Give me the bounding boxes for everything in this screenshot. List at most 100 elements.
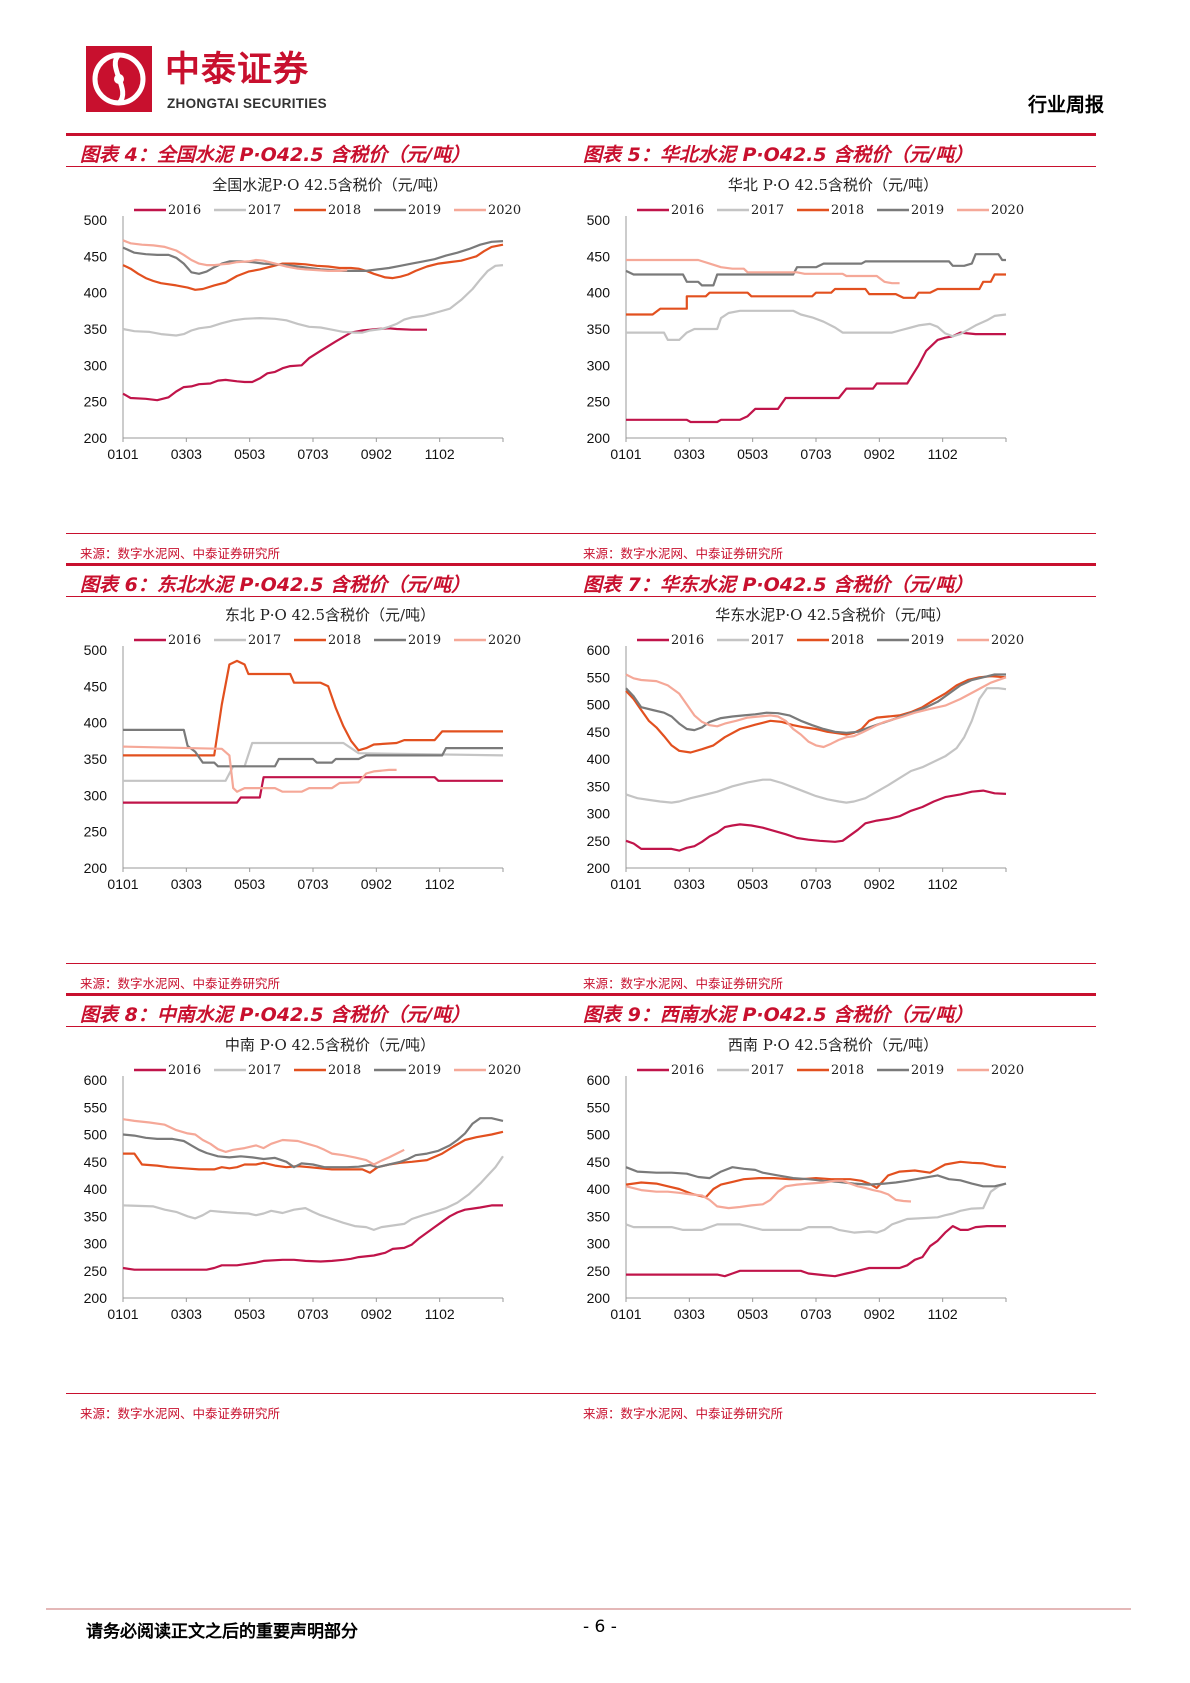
- figure-title: 图表 7：华东水泥 P·O42.5 含税价（元/吨）: [583, 574, 974, 596]
- report-type-label: 行业周报: [1027, 94, 1104, 116]
- y-tick-label: 200: [587, 430, 611, 446]
- x-tick-label: 0303: [171, 1306, 202, 1322]
- y-tick-label: 350: [587, 778, 611, 794]
- figure-source: 来源：数字水泥网、中泰证券研究所: [583, 546, 784, 561]
- y-tick-label: 450: [84, 1154, 108, 1170]
- legend-label-2020: 2020: [991, 633, 1024, 648]
- x-tick-label: 0303: [171, 876, 202, 892]
- figure-9-panel: 图表 9：西南水泥 P·O42.5 含税价（元/吨） 西南 P·O 42.5含税…: [569, 993, 1096, 1421]
- legend-label-2019: 2019: [911, 1063, 944, 1078]
- x-tick-label: 0703: [297, 876, 328, 892]
- legend-label-2019: 2019: [408, 633, 441, 648]
- figure-source: 来源：数字水泥网、中泰证券研究所: [80, 1406, 281, 1421]
- x-tick-label: 0503: [234, 446, 265, 462]
- northeast-price-chart: 东北 P·O 42.5含税价（元/吨） 2016 2017 2018 2019 2020 5…: [84, 606, 521, 892]
- y-tick-label: 300: [84, 1236, 108, 1252]
- legend-label-2017: 2017: [248, 633, 281, 648]
- series-line-2019: [122, 1117, 504, 1169]
- legend-label-2020: 2020: [488, 1063, 521, 1078]
- x-tick-label: 0503: [234, 1306, 265, 1322]
- figure-source: 来源：数字水泥网、中泰证券研究所: [583, 976, 784, 991]
- legend-label-2018: 2018: [831, 633, 864, 648]
- y-tick-label: 250: [587, 1263, 611, 1279]
- y-tick-label: 450: [587, 1154, 611, 1170]
- legend-label-2019: 2019: [911, 633, 944, 648]
- figure-title: 图表 9：西南水泥 P·O42.5 含税价（元/吨）: [583, 1004, 974, 1026]
- legend-label-2018: 2018: [328, 203, 361, 218]
- x-tick-label: 0101: [610, 446, 641, 462]
- series-line-2016: [625, 789, 1007, 852]
- x-tick-label: 0503: [737, 876, 768, 892]
- legend-label-2017: 2017: [248, 1063, 281, 1078]
- x-tick-label: 0703: [297, 1306, 328, 1322]
- series-line-2020: [625, 1179, 912, 1210]
- figure-title-bar: 图表 7：华东水泥 P·O42.5 含税价（元/吨）: [569, 563, 1096, 597]
- figure-title: 图表 4：全国水泥 P·O42.5 含税价（元/吨）: [80, 144, 471, 166]
- x-tick-label: 0902: [361, 446, 392, 462]
- legend-label-2016: 2016: [671, 633, 704, 648]
- y-tick-label: 600: [587, 642, 611, 658]
- series-line-2020: [122, 239, 348, 273]
- y-tick-label: 350: [587, 1208, 611, 1224]
- y-tick-label: 550: [587, 669, 611, 685]
- legend-label-2019: 2019: [911, 203, 944, 218]
- x-tick-label: 0703: [297, 446, 328, 462]
- legend-label-2018: 2018: [328, 1063, 361, 1078]
- legend-label-2016: 2016: [168, 1063, 201, 1078]
- series-line-2016: [626, 1225, 1006, 1278]
- series-line-2017: [122, 264, 504, 337]
- y-tick-label: 400: [587, 285, 611, 301]
- legend-label-2020: 2020: [488, 633, 521, 648]
- series-line-2017: [626, 309, 1007, 341]
- x-tick-label: 0303: [674, 446, 705, 462]
- series-line-2017: [123, 741, 504, 782]
- logo-chinese-name: 中泰证券: [165, 50, 310, 90]
- y-tick-label: 500: [84, 642, 108, 658]
- chart-title: 华东水泥P·O 42.5含税价（元/吨）: [715, 606, 950, 624]
- x-tick-label: 0503: [234, 876, 265, 892]
- y-tick-label: 300: [587, 357, 611, 373]
- series-line-2018: [625, 675, 1007, 754]
- figure-title: 图表 8：中南水泥 P·O42.5 含税价（元/吨）: [80, 1004, 471, 1026]
- y-tick-label: 300: [84, 787, 108, 803]
- series-line-2019: [123, 728, 503, 768]
- figure-source: 来源：数字水泥网、中泰证券研究所: [80, 546, 281, 561]
- legend-label-2020: 2020: [991, 1063, 1024, 1078]
- series-line-2020: [625, 673, 1007, 749]
- figure-source: 来源：数字水泥网、中泰证券研究所: [80, 976, 281, 991]
- legend-label-2019: 2019: [408, 203, 441, 218]
- y-tick-label: 500: [587, 1127, 611, 1143]
- x-tick-label: 0902: [864, 876, 895, 892]
- x-tick-label: 0101: [107, 876, 138, 892]
- series-line-2016: [626, 331, 1006, 424]
- zhongtai-logo-icon: [86, 46, 152, 112]
- x-tick-label: 1102: [928, 1306, 958, 1322]
- y-tick-label: 250: [587, 833, 611, 849]
- x-tick-label: 0902: [361, 876, 392, 892]
- series-line-2019: [625, 673, 1006, 734]
- source-divider: [66, 1393, 593, 1394]
- source-divider: [66, 963, 593, 964]
- series-line-2020: [122, 745, 397, 793]
- east-china-price-chart: 华东水泥P·O 42.5含税价（元/吨） 2016 2017 2018 2019 2020…: [587, 606, 1024, 892]
- x-tick-label: 0902: [864, 1306, 895, 1322]
- series-line-2020: [122, 1118, 405, 1166]
- x-tick-label: 0503: [737, 446, 768, 462]
- figure-4-panel: 图表 4：全国水泥 P·O42.5 含税价（元/吨） 全国水泥P·O 42.5含…: [66, 133, 593, 561]
- series-line-2018: [122, 243, 504, 291]
- logo-english-name: ZHONGTAI SECURITIES: [167, 96, 327, 111]
- source-divider: [569, 1393, 1096, 1394]
- y-tick-label: 200: [84, 430, 108, 446]
- series-line-2019: [625, 253, 1006, 287]
- series-line-2018: [626, 273, 1006, 316]
- y-tick-label: 250: [84, 824, 108, 840]
- x-tick-label: 0101: [610, 1306, 641, 1322]
- y-tick-label: 600: [587, 1072, 611, 1088]
- x-tick-label: 0703: [800, 446, 831, 462]
- legend-label-2018: 2018: [328, 633, 361, 648]
- y-tick-label: 450: [587, 724, 611, 740]
- y-tick-label: 200: [84, 1290, 108, 1306]
- national-price-chart: 全国水泥P·O 42.5含税价（元/吨） 2016 2017 2018 2019 2020…: [84, 176, 521, 462]
- legend-label-2017: 2017: [751, 633, 784, 648]
- source-divider: [66, 533, 593, 534]
